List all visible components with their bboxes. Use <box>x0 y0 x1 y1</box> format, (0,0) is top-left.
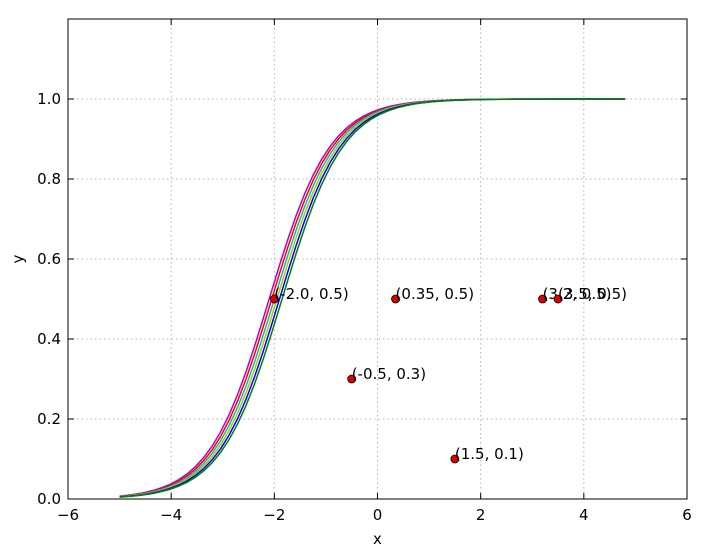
data-point <box>553 294 563 304</box>
data-point <box>391 294 400 304</box>
x-axis-title: x <box>373 530 382 548</box>
x-tick-label: 2 <box>476 506 486 524</box>
point-label: (0.35, 0.5) <box>396 285 475 303</box>
tick-layer: −6 −4 −2 0 2 4 6 0.0 0.2 0.4 0.6 0.8 1.0 <box>37 19 692 524</box>
curve-layer <box>119 98 626 498</box>
data-point <box>450 454 460 464</box>
data-point <box>269 294 279 304</box>
x-tick-label: −6 <box>57 506 79 524</box>
x-tick-label: 4 <box>579 506 589 524</box>
x-tick-label: 0 <box>373 506 383 524</box>
data-point <box>347 374 357 384</box>
y-axis-title: y <box>9 254 27 263</box>
x-tick-label: 6 <box>682 506 692 524</box>
y-tick-label: 1.0 <box>37 90 61 108</box>
series-line <box>119 98 626 498</box>
y-tick-label: 0.2 <box>37 410 61 428</box>
grid-layer <box>68 19 687 499</box>
point-label: (3.5, 0.5) <box>558 285 627 303</box>
x-tick-label: −4 <box>160 506 182 524</box>
point-label: (1.5, 0.1) <box>455 445 524 463</box>
point-label: (-0.5, 0.3) <box>352 365 426 383</box>
x-tick-label: −2 <box>263 506 285 524</box>
y-tick-label: 0.6 <box>37 250 61 268</box>
y-tick-label: 0.8 <box>37 170 61 188</box>
point-layer: (-2.0, 0.5) (0.35, 0.5) (-0.5, 0.3) (1.5, 0… <box>269 285 627 464</box>
y-tick-label: 0.0 <box>37 490 61 508</box>
y-tick-label: 0.4 <box>37 330 61 348</box>
point-label: (-2.0, 0.5) <box>274 285 348 303</box>
data-point <box>538 294 547 304</box>
